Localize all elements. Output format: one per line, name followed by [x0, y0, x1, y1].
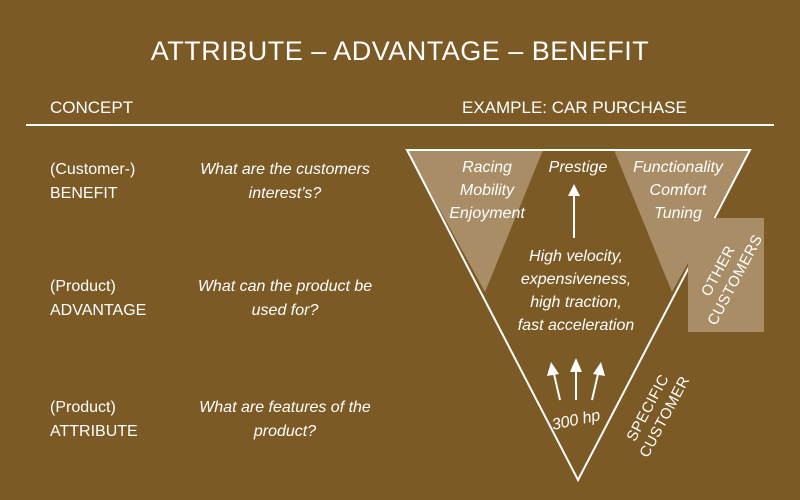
example-header: EXAMPLE: CAR PURCHASE [462, 98, 687, 117]
attribute-arrow-center-head-icon [570, 358, 582, 372]
question-advantage-line2: used for? [251, 302, 319, 319]
question-benefit-line1: What are the customers [200, 161, 370, 178]
question-attribute: What are features of the product? [175, 396, 395, 444]
pyramid-outline [405, 149, 752, 483]
question-benefit-line2: interest’s? [248, 185, 322, 202]
attribute-label: 300 hp [550, 407, 602, 434]
concept-attribute: (Product) ATTRIBUTE [50, 396, 138, 444]
right-benefit-1: Functionality [633, 159, 724, 176]
concept-benefit: (Customer-) BENEFIT [50, 158, 135, 206]
attribute-arrow-right-head-icon [593, 362, 605, 376]
advantage-line-2: expensiveness, [521, 271, 631, 288]
left-benefit-3: Enjoyment [449, 205, 525, 222]
concept-advantage-line2: ADVANTAGE [50, 302, 147, 319]
right-benefit-3: Tuning [654, 205, 702, 222]
header-divider [26, 124, 774, 126]
attribute-arrow-left-head-icon [547, 362, 559, 376]
attribute-arrow-left [553, 373, 561, 401]
left-benefit-1: Racing [462, 159, 512, 176]
question-advantage: What can the product be used for? [175, 275, 395, 323]
other-customers-box [688, 218, 764, 332]
concept-header: CONCEPT [50, 98, 134, 117]
concept-benefit-line1: (Customer-) [50, 161, 136, 178]
center-benefit: Prestige [549, 159, 608, 176]
advantage-line-3: high traction, [530, 294, 622, 311]
right-benefit-zone [614, 150, 750, 292]
question-attribute-line2: product? [253, 423, 317, 440]
attribute-arrow-right [591, 373, 599, 401]
page-title: ATTRIBUTE – ADVANTAGE – BENEFIT [150, 36, 650, 66]
concept-attribute-line1: (Product) [50, 399, 116, 416]
advantage-line-4: fast acceleration [518, 317, 635, 334]
left-benefit-zone [407, 150, 543, 292]
concept-benefit-line2: BENEFIT [50, 185, 118, 202]
question-advantage-line1: What can the product be [197, 278, 373, 295]
concept-advantage: (Product) ADVANTAGE [50, 275, 146, 323]
concept-advantage-line1: (Product) [50, 278, 116, 295]
right-benefit-2: Comfort [650, 182, 707, 199]
prestige-arrow-head-icon [568, 184, 580, 196]
question-attribute-line1: What are features of the [199, 399, 371, 416]
left-benefit-2: Mobility [460, 182, 515, 199]
concept-attribute-line2: ATTRIBUTE [50, 423, 138, 440]
question-benefit: What are the customers interest’s? [175, 158, 395, 206]
advantage-line-1: High velocity, [529, 248, 623, 265]
